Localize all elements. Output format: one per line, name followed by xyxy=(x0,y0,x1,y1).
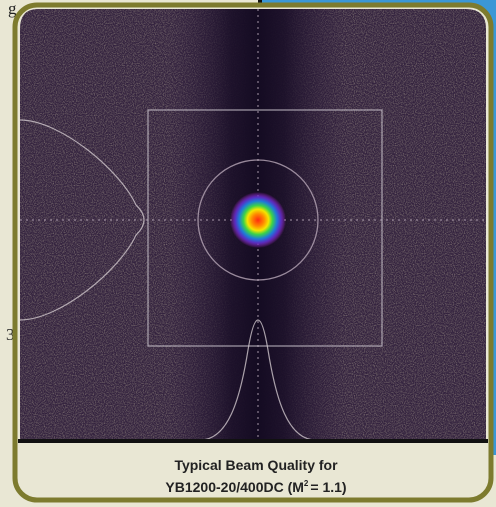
superscript: 2 xyxy=(304,479,309,488)
caption-line: YB1200-20/400DC (M2= 1.1) xyxy=(165,479,346,495)
caption-text: = 1.1) xyxy=(310,479,346,495)
caption-line: Typical Beam Quality for xyxy=(174,457,338,473)
caption-text: YB1200-20/400DC (M xyxy=(165,479,304,495)
beam-image xyxy=(20,9,486,440)
page: g 3 Typical Beam Quality for YB1200-20/4… xyxy=(0,0,496,507)
page-figure: g 3 Typical Beam Quality for YB1200-20/4… xyxy=(0,0,496,507)
separator xyxy=(18,439,488,443)
